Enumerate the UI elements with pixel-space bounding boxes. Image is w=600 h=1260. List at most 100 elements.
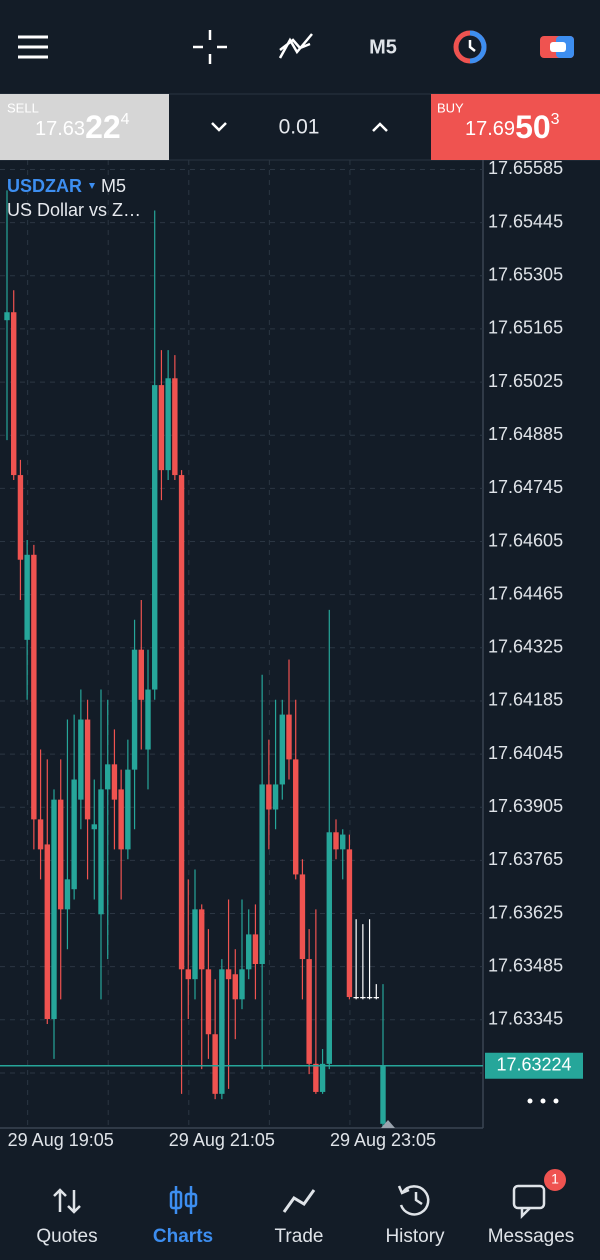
symbol-dropdown-icon[interactable] bbox=[89, 183, 95, 189]
candle-body bbox=[239, 969, 245, 1000]
messages-badge bbox=[542, 1167, 568, 1193]
candle-body bbox=[152, 385, 158, 690]
candle-body bbox=[71, 779, 77, 890]
lot-down-button[interactable] bbox=[211, 122, 227, 132]
candle-body bbox=[306, 959, 312, 1064]
candle-body bbox=[326, 832, 332, 1064]
x-tick-label: 29 Aug 21:05 bbox=[169, 1130, 275, 1150]
chart-timeframe: M5 bbox=[101, 176, 126, 196]
candle-body bbox=[98, 789, 104, 915]
sell-button[interactable] bbox=[0, 94, 169, 160]
candle-body bbox=[225, 969, 232, 980]
current-price-tag bbox=[485, 1052, 583, 1079]
icon-part bbox=[399, 1185, 430, 1216]
nav-label[interactable]: Charts bbox=[153, 1226, 213, 1247]
y-tick-label: 17.63485 bbox=[488, 955, 563, 975]
candle-body bbox=[138, 649, 144, 700]
candle-body bbox=[178, 475, 185, 970]
candle-body bbox=[346, 849, 353, 998]
candle-body bbox=[91, 824, 97, 830]
candle-body bbox=[299, 874, 306, 960]
candle-body bbox=[185, 969, 191, 980]
bottom-nav: 1 Quotes Charts Trade History Messages bbox=[36, 1167, 575, 1247]
candle-body bbox=[24, 554, 30, 640]
nav-label[interactable]: Messages bbox=[488, 1226, 575, 1247]
nav-label[interactable]: Trade bbox=[275, 1226, 324, 1247]
icon-part bbox=[169, 1190, 183, 1210]
candle-body bbox=[125, 769, 131, 850]
nav-label[interactable]: History bbox=[385, 1226, 445, 1247]
candle-body bbox=[145, 689, 151, 750]
trade-button[interactable] bbox=[453, 30, 487, 64]
candle-body bbox=[246, 934, 252, 970]
messages-icon bbox=[512, 1184, 546, 1220]
y-tick-label: 17.65445 bbox=[488, 211, 563, 231]
candle-body bbox=[131, 649, 138, 770]
dot bbox=[527, 1098, 533, 1104]
candle-body bbox=[333, 832, 339, 850]
candle-body bbox=[78, 719, 84, 800]
icon-part bbox=[520, 1207, 531, 1220]
candle-body bbox=[172, 378, 178, 476]
candle-body bbox=[11, 312, 17, 476]
y-tick-label: 17.63905 bbox=[488, 796, 563, 816]
sell-price: 17.63224 bbox=[35, 109, 130, 145]
y-tick-label: 17.63765 bbox=[488, 849, 563, 869]
candle-body bbox=[266, 784, 272, 810]
current-price-label: 17.63224 bbox=[496, 1054, 571, 1074]
nav-label[interactable]: Quotes bbox=[36, 1226, 97, 1247]
symbol-label[interactable]: USDZAR bbox=[7, 176, 82, 196]
buy-button[interactable] bbox=[431, 94, 600, 160]
lot-size[interactable]: 0.01 bbox=[279, 116, 320, 139]
icon-part bbox=[397, 1185, 410, 1195]
candle-body bbox=[165, 378, 171, 471]
candle-body bbox=[353, 997, 359, 999]
y-tick-label: 17.65165 bbox=[488, 318, 563, 338]
lot-up-button[interactable] bbox=[372, 122, 388, 132]
price-pips: 50 bbox=[515, 109, 551, 145]
y-tick-label: 17.64045 bbox=[488, 743, 563, 763]
candle-body bbox=[105, 764, 111, 790]
candle-body bbox=[252, 934, 259, 965]
y-tick-label: 17.65025 bbox=[488, 371, 563, 391]
candle-body bbox=[360, 997, 366, 999]
timeframe-button[interactable]: M5 bbox=[369, 36, 397, 58]
y-tick-label: 17.64885 bbox=[488, 424, 563, 444]
dot bbox=[540, 1098, 546, 1104]
charts-icon bbox=[169, 1186, 198, 1214]
candle-body bbox=[37, 819, 44, 850]
candle-body bbox=[319, 1063, 326, 1092]
candle-body bbox=[84, 719, 91, 820]
y-tick-label: 17.64605 bbox=[488, 530, 563, 550]
dot bbox=[553, 1098, 559, 1104]
candle-body bbox=[313, 1063, 319, 1092]
candle-body bbox=[205, 969, 212, 1035]
x-tick-label: 29 Aug 19:05 bbox=[8, 1130, 114, 1150]
indicators-button[interactable] bbox=[278, 33, 313, 59]
candle-body bbox=[158, 385, 165, 471]
candle-body bbox=[366, 997, 373, 999]
candle-body bbox=[118, 789, 124, 850]
menu-button[interactable] bbox=[18, 35, 48, 59]
one-click-button[interactable] bbox=[540, 36, 574, 58]
candle-body bbox=[31, 554, 37, 820]
price-major: 17.69 bbox=[465, 118, 515, 140]
y-tick-label: 17.64745 bbox=[488, 477, 563, 497]
icon-ring bbox=[469, 30, 487, 64]
icon-part bbox=[414, 1192, 423, 1206]
price-major: 17.63 bbox=[35, 118, 85, 140]
crosshair-button[interactable] bbox=[193, 30, 227, 64]
price-fraction: 3 bbox=[551, 111, 560, 128]
candle-body bbox=[380, 1065, 386, 1124]
history-icon bbox=[397, 1185, 430, 1216]
candle-body bbox=[44, 844, 50, 1020]
buy-label: BUY bbox=[437, 100, 464, 115]
y-tick-label: 17.64325 bbox=[488, 637, 563, 657]
shift-marker[interactable] bbox=[381, 1120, 395, 1128]
candle-body bbox=[373, 997, 379, 999]
candle-body bbox=[279, 714, 285, 785]
more-button[interactable] bbox=[527, 1098, 559, 1104]
